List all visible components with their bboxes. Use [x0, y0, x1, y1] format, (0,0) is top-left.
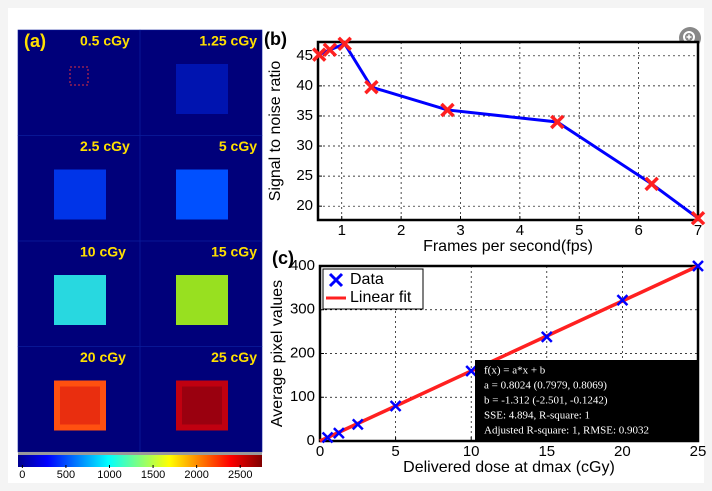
x-tick-label: 2	[397, 222, 405, 239]
annotation-line: f(x) = a*x + b	[484, 365, 546, 377]
y-tick-label: 0	[307, 432, 315, 449]
x-tick-label: 4	[516, 222, 524, 239]
colorbar-tick-label: 1000	[97, 469, 121, 481]
dose-label: 15 cGy	[211, 244, 257, 260]
panel-label: (b)	[264, 29, 287, 49]
dose-core	[60, 387, 100, 425]
plot-area	[318, 42, 698, 220]
colorbar-tick-label: 0	[19, 469, 25, 481]
annotation-line: a = 0.8024 (0.7979, 0.8069)	[484, 380, 607, 392]
figure: (a) 0.5 cGy 1.25 cGy 2.5 cGy 5 cGy 10 cGy 15 …	[0, 0, 712, 491]
x-tick-label: 6	[634, 222, 642, 239]
x-tick-label: 15	[538, 443, 555, 460]
y-tick-label: 100	[290, 388, 315, 405]
x-axis-label: Frames per second(fps)	[423, 238, 593, 255]
y-tick-label: 25	[296, 167, 313, 184]
y-axis-label: Average pixel values	[269, 280, 286, 427]
colorbar-tick-label: 1500	[141, 469, 165, 481]
x-axis-label: Delivered dose at dmax (cGy)	[403, 459, 615, 476]
annotation-line: b = -1.312 (-2.501, -0.1242)	[484, 395, 608, 407]
y-tick-label: 30	[296, 137, 313, 154]
x-tick-label: 1	[338, 222, 346, 239]
x-tick-label: 5	[575, 222, 583, 239]
legend-label: Data	[350, 271, 384, 288]
dose-square	[54, 275, 106, 325]
panel-label: (a)	[24, 31, 46, 51]
dose-label: 10 cGy	[80, 244, 126, 260]
x-tick-label: 0	[316, 443, 324, 460]
x-tick-label: 10	[463, 443, 480, 460]
x-tick-label: 3	[456, 222, 464, 239]
dose-label: 2.5 cGy	[80, 138, 130, 154]
dose-square	[176, 64, 228, 114]
dose-label: 1.25 cGy	[199, 33, 257, 49]
y-tick-label: 40	[296, 77, 313, 94]
y-tick-label: 200	[290, 344, 315, 361]
y-tick-label: 45	[296, 47, 313, 64]
y-tick-label: 35	[296, 107, 313, 124]
dose-label: 5 cGy	[219, 138, 257, 154]
dose-label: 20 cGy	[80, 349, 126, 365]
dose-square	[176, 170, 228, 220]
dose-square	[176, 275, 228, 325]
x-tick-label: 7	[694, 222, 702, 239]
colorbar	[18, 455, 262, 467]
colorbar-tick-label: 500	[57, 469, 75, 481]
y-tick-label: 300	[290, 301, 315, 318]
y-tick-label: 20	[296, 197, 313, 214]
x-tick-label: 5	[391, 443, 399, 460]
dose-label: 0.5 cGy	[80, 33, 130, 49]
x-tick-label: 25	[690, 443, 707, 460]
dose-square	[54, 170, 106, 220]
colorbar-tick-label: 2000	[184, 469, 208, 481]
y-axis-label: Signal to noise ratio	[267, 61, 284, 202]
legend-label: Linear fit	[350, 289, 412, 306]
annotation-line: Adjusted R-square: 1, RMSE: 0.9032	[484, 425, 649, 437]
dose-core	[182, 387, 222, 425]
colorbar-tick-label: 2500	[228, 469, 252, 481]
dose-label: 25 cGy	[211, 349, 257, 365]
panel-label: (c)	[272, 248, 294, 268]
x-tick-label: 20	[614, 443, 631, 460]
annotation-line: SSE: 4.894, R-square: 1	[484, 410, 590, 422]
